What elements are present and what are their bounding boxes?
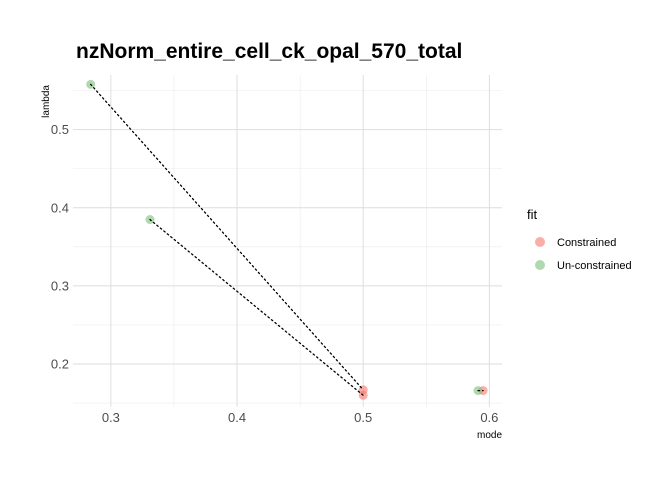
legend-title: fit (527, 207, 538, 222)
y-tick-label: 0.2 (51, 357, 69, 372)
legend-swatch-unconstrained (535, 260, 545, 270)
x-tick-label: 0.6 (480, 410, 498, 425)
legend-label-constrained: Constrained (557, 237, 616, 249)
y-tick-label: 0.3 (51, 278, 69, 293)
legend: fit Constrained Un-constrained (527, 207, 632, 272)
tick-labels: 0.3 0.4 0.5 0.6 0.2 0.3 0.4 0.5 (51, 122, 498, 425)
grid-lines (73, 75, 502, 407)
x-tick-label: 0.3 (102, 410, 120, 425)
y-axis-label: lambda (41, 85, 52, 118)
legend-label-unconstrained: Un-constrained (557, 260, 632, 272)
legend-swatch-constrained (535, 237, 545, 247)
connector-lines (90, 83, 484, 396)
data-points (86, 79, 488, 400)
x-tick-label: 0.4 (228, 410, 246, 425)
connector-line (149, 218, 364, 396)
x-tick-label: 0.5 (354, 410, 372, 425)
connector-line (90, 83, 364, 391)
chart-title: nzNorm_entire_cell_ck_opal_570_total (76, 40, 462, 63)
y-tick-label: 0.5 (51, 122, 69, 137)
y-tick-label: 0.4 (51, 200, 69, 215)
x-axis-label: mode (477, 430, 502, 441)
